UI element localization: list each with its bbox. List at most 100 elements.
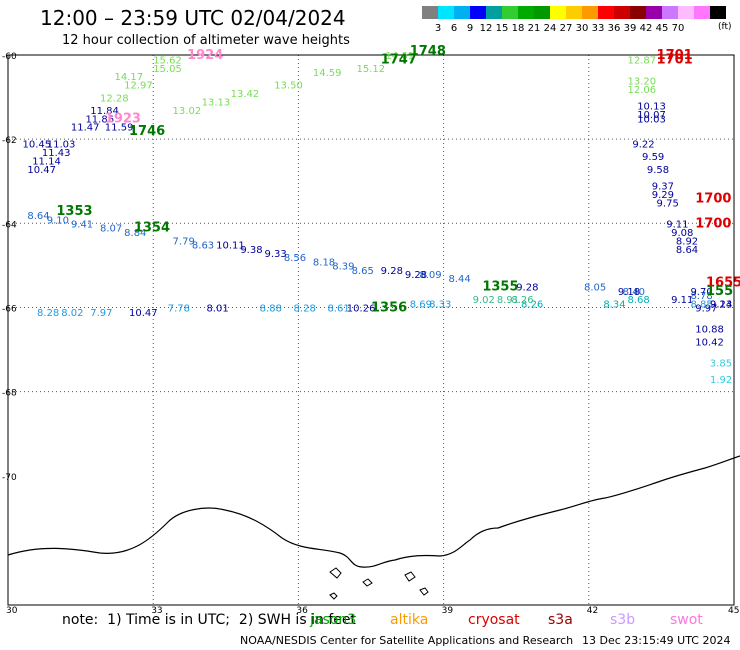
- pass-time-label: 1353: [56, 204, 92, 219]
- wave-height-label: 8.91: [497, 295, 519, 306]
- colorbar-swatch: [566, 6, 582, 19]
- wave-height-label: 8.28: [294, 304, 316, 315]
- wave-height-label: 10.03: [637, 114, 666, 125]
- wave-height-label: 11.14: [32, 156, 61, 167]
- pass-time-label: 1923: [105, 111, 141, 126]
- lon-tick-label: 42: [587, 606, 598, 616]
- coastline: [7, 455, 740, 568]
- lon-tick-label: 36: [296, 606, 308, 616]
- wave-height-label: 10.42: [695, 337, 724, 348]
- satellite-name: jason3: [310, 612, 357, 628]
- wave-height-label: 9.08: [671, 228, 693, 239]
- lat-tick-label: -60: [2, 52, 17, 62]
- wave-height-label: 9.97: [695, 304, 717, 315]
- wave-height-label: 15.12: [356, 64, 385, 75]
- colorbar-swatch: [534, 6, 550, 19]
- wave-height-label: 9.59: [642, 152, 664, 163]
- pass-time-label: 1700: [695, 191, 731, 206]
- colorbar-swatch: [422, 6, 438, 19]
- colorbar-label: 12: [479, 23, 493, 34]
- wave-height-label: 9.75: [657, 198, 679, 209]
- wave-height-label: 9.11: [666, 220, 688, 231]
- wave-height-label: 12.87: [628, 55, 657, 66]
- map-subtitle: 12 hour collection of altimeter wave hei…: [62, 33, 350, 48]
- wave-height-label: 9.14: [710, 299, 732, 310]
- colorbar-swatch: [678, 6, 694, 19]
- wave-height-label: 8.68: [628, 295, 650, 306]
- colorbar-label: 42: [639, 23, 653, 34]
- wave-height-label: 15.62: [153, 55, 182, 66]
- wave-height-label: 8.33: [429, 299, 451, 310]
- wave-height-label: 12.28: [100, 93, 129, 104]
- satellite-name: swot: [670, 612, 703, 628]
- wave-height-label: 9.38: [240, 245, 262, 256]
- pass-time-label: 1355: [482, 280, 518, 295]
- wave-height-label: 9.11: [671, 295, 693, 306]
- pass-time-label: 1354: [134, 221, 170, 236]
- wave-height-label: 8.69: [410, 299, 432, 310]
- wave-height-label: 9.33: [265, 249, 287, 260]
- wave-height-label: 8.63: [192, 241, 214, 252]
- wave-height-label: 12.06: [628, 85, 657, 96]
- wave-height-label: 7.79: [173, 236, 195, 247]
- colorbar-label: 27: [559, 23, 573, 34]
- colorbar-swatch: [454, 6, 470, 19]
- axis-ticks: -60 -62 -64 -66 -68 -70 30 33 36 39 42 45: [2, 52, 739, 616]
- satellite-name: cryosat: [468, 612, 520, 628]
- satellite-name: altika: [390, 612, 429, 628]
- lat-tick-label: -68: [2, 389, 17, 399]
- colorbar-label: 24: [543, 23, 557, 34]
- colorbar-label: 6: [450, 23, 458, 34]
- wave-height-label: 9.23: [710, 299, 732, 310]
- wave-height-label: 8.18: [313, 257, 335, 268]
- wave-height-label: 9.18: [618, 287, 640, 298]
- satellite-name: s3a: [548, 612, 573, 628]
- pass-time-label: 1700: [695, 217, 731, 232]
- wave-height-label: 8.09: [419, 270, 441, 281]
- wave-height-label: 9.10: [47, 215, 69, 226]
- wave-height-label: 8.28: [37, 308, 59, 319]
- wave-height-label: 15.05: [153, 64, 182, 75]
- lat-tick-label: -64: [2, 220, 17, 230]
- wave-height-label: 8.40: [623, 287, 645, 298]
- wave-height-label: 9.28: [405, 270, 427, 281]
- pass-time-label: 1746: [129, 124, 165, 139]
- wave-height-label: 8.61: [327, 304, 349, 315]
- colorbar-swatch: [614, 6, 630, 19]
- colorbar-label: 3: [434, 23, 442, 34]
- wave-height-label: 8.85: [690, 299, 712, 310]
- pass-time-label: 1655: [706, 275, 740, 290]
- wave-height-label: 8.56: [284, 253, 306, 264]
- wave-height-label: 11.47: [71, 123, 100, 134]
- wave-height-label: 10.47: [129, 308, 158, 319]
- colorbar-label: 9: [466, 23, 474, 34]
- track-layer: 8.649.10 9.41 8.07 8.847.798.638.56 8.188.39…: [23, 51, 733, 386]
- wave-height-label: 13.50: [274, 81, 303, 92]
- wave-height-label: 13.13: [202, 97, 231, 108]
- colorbar-label: 33: [591, 23, 605, 34]
- wave-height-label: 8.84: [124, 228, 146, 239]
- satellite-name: s3b: [610, 612, 636, 628]
- wave-height-label: 8.44: [448, 274, 470, 285]
- wave-height-label: 8.34: [603, 299, 625, 310]
- colorbar-label: 21: [527, 23, 541, 34]
- wave-height-label: 10.88: [695, 325, 724, 336]
- lat-tick-label: -62: [2, 136, 17, 146]
- wave-height-label: 13.02: [173, 106, 202, 117]
- wave-height-label: 12.97: [124, 81, 153, 92]
- lat-tick-label: -70: [2, 473, 17, 483]
- wave-height-label: 9.37: [652, 182, 674, 193]
- lon-tick-label: 30: [6, 606, 18, 616]
- colorbar-swatch: [630, 6, 646, 19]
- wave-height-label: 11.86: [85, 114, 114, 125]
- wave-height-label: 8.07: [100, 224, 122, 235]
- colorbar-unit: (ft): [718, 22, 732, 32]
- wave-height-label: 14.17: [114, 72, 143, 83]
- wave-height-label: 10.13: [637, 102, 666, 113]
- wave-height-label: 11.43: [42, 148, 71, 159]
- wave-height-label: 10.07: [637, 110, 666, 121]
- footer-note: note: 1) Time is in UTC; 2) SWH is in fe…: [62, 612, 356, 628]
- wave-height-label: 13.20: [628, 76, 657, 87]
- pass-time-label: 1748: [410, 44, 446, 59]
